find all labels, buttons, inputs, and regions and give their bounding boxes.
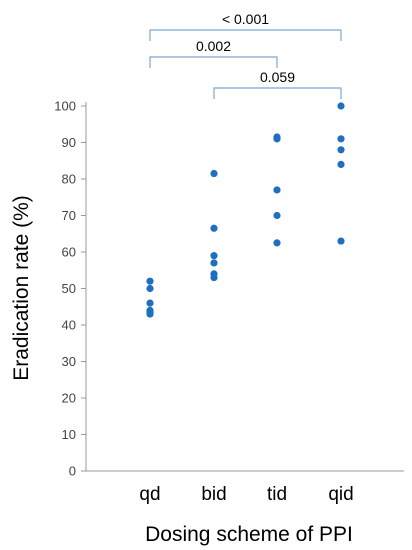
p-value-label: 0.002 xyxy=(196,38,231,54)
x-tick-label: qd xyxy=(139,484,160,505)
x-tick-label: qid xyxy=(328,484,353,505)
data-point xyxy=(337,237,345,245)
data-point xyxy=(337,135,345,143)
data-point xyxy=(337,160,345,168)
data-points xyxy=(146,102,345,318)
x-tick-label: bid xyxy=(201,484,226,505)
p-value-label: < 0.001 xyxy=(222,11,269,27)
data-point xyxy=(210,252,218,260)
y-tick-label: 0 xyxy=(69,464,76,479)
y-tick-label: 90 xyxy=(62,135,76,150)
y-tick-label: 30 xyxy=(62,354,76,369)
x-tick-label: tid xyxy=(267,484,287,505)
data-point xyxy=(146,284,154,293)
bracket-line xyxy=(149,29,342,41)
data-point xyxy=(273,135,281,143)
y-tick-label: 20 xyxy=(62,391,76,406)
data-point xyxy=(210,224,218,232)
p-value-label: 0.059 xyxy=(260,69,295,85)
data-point xyxy=(146,299,154,307)
bracket-line xyxy=(213,87,342,99)
data-point xyxy=(210,273,218,282)
y-tick-label: 60 xyxy=(62,245,76,260)
data-point xyxy=(273,239,281,247)
y-axis-title: Eradication rate (%) xyxy=(10,195,33,381)
significance-brackets: < 0.001 0.002 0.059 xyxy=(149,11,342,99)
data-point xyxy=(273,211,281,220)
y-axis: 0 10 20 30 40 50 60 70 80 90 100 xyxy=(54,99,87,479)
data-point xyxy=(146,277,154,285)
data-point xyxy=(337,102,345,110)
y-tick-label: 40 xyxy=(62,318,76,333)
data-point xyxy=(337,146,345,154)
x-axis-title: Dosing scheme of PPI xyxy=(145,523,353,546)
y-tick-label: 10 xyxy=(62,427,76,442)
y-tick-label: 80 xyxy=(62,172,76,187)
data-point xyxy=(273,186,281,194)
x-axis: qd bid tid qid xyxy=(86,470,404,505)
y-tick-label: 70 xyxy=(62,208,76,223)
y-tick-label: 50 xyxy=(62,281,76,296)
y-tick-label: 100 xyxy=(54,99,76,114)
bracket-line xyxy=(149,56,278,68)
data-point xyxy=(210,169,218,178)
data-point xyxy=(146,310,154,318)
data-point xyxy=(210,259,218,267)
